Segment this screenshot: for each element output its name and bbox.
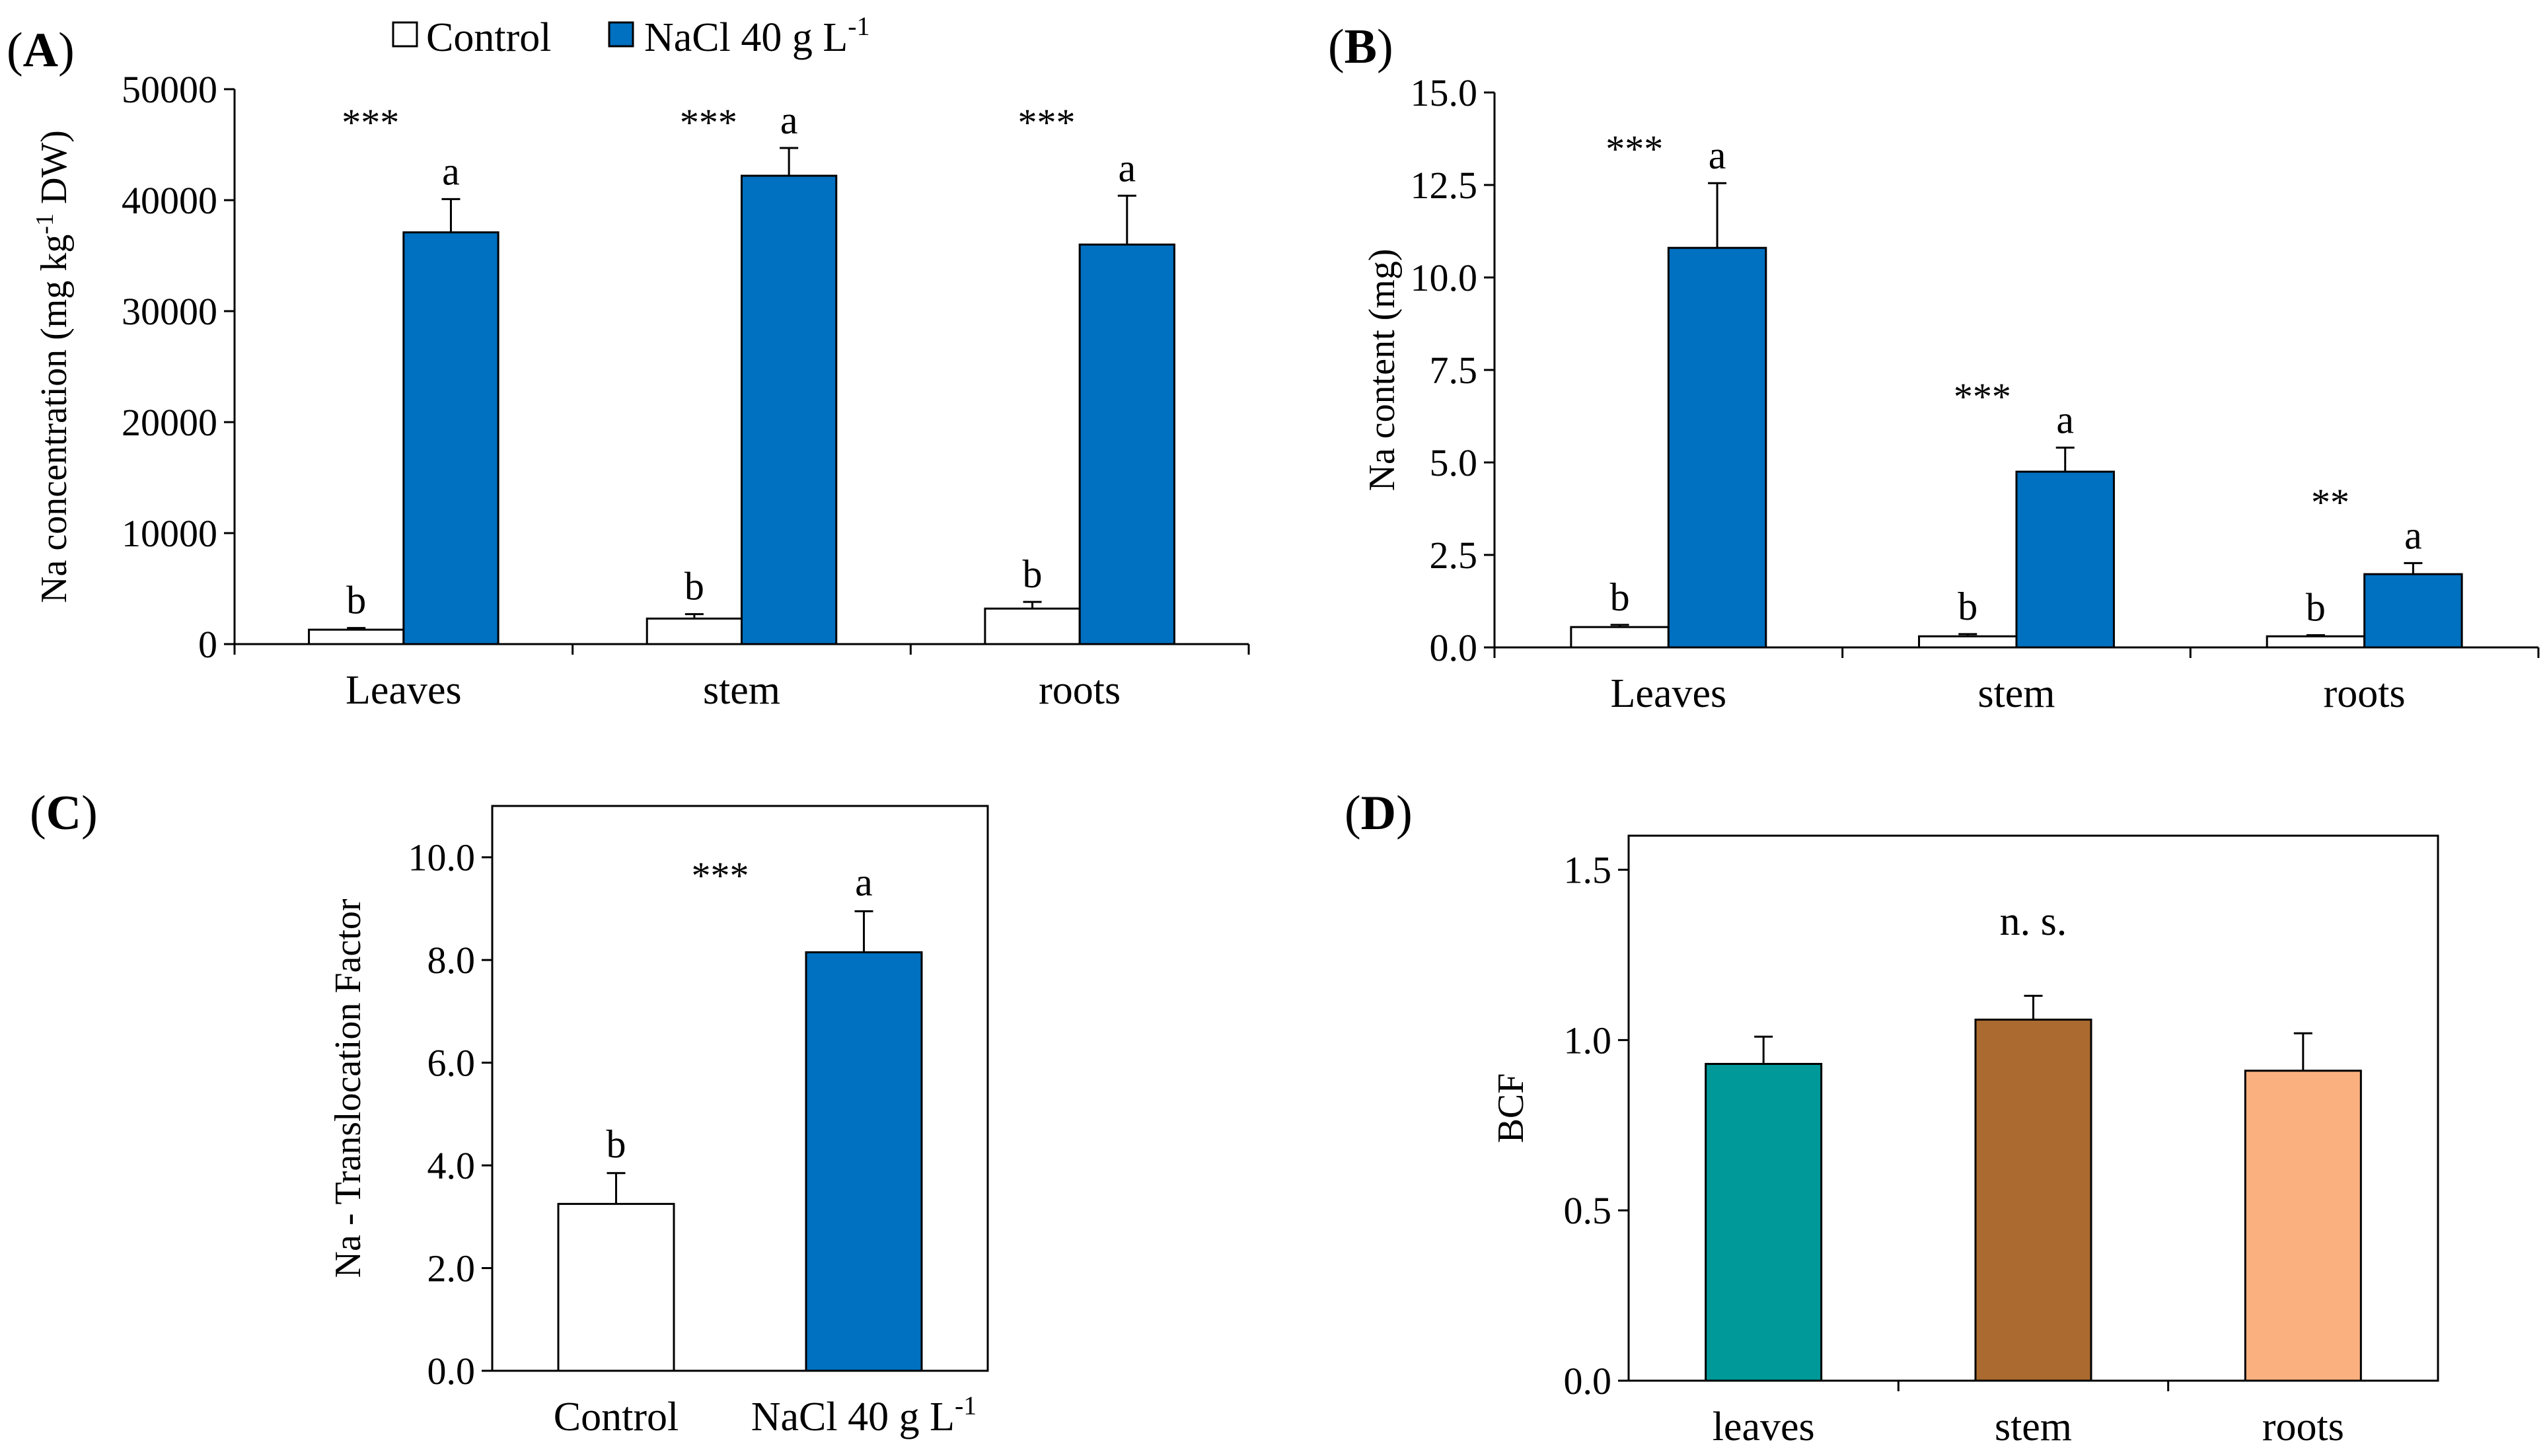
- panel-c-chart: 0.0 2.0 4.0 6.0 8.0 10.0 b Control a NaCl 40 g L-…: [328, 805, 989, 1439]
- significance-letter: a: [855, 860, 873, 904]
- x-category-label: roots: [2262, 1404, 2344, 1449]
- y-tick-label: 12.5: [1411, 164, 1478, 207]
- bar-bcf-roots: [2244, 1070, 2362, 1382]
- y-tick-label: 0.0: [1564, 1360, 1612, 1402]
- significance-stars: ***: [692, 854, 749, 897]
- y-tick-label: 20000: [122, 401, 217, 444]
- significance-stars: ***: [1018, 101, 1076, 144]
- y-tick-label: 0.0: [1430, 626, 1478, 669]
- significance-letter: b: [346, 579, 366, 622]
- bar-nacl-leaves: [1667, 246, 1767, 649]
- y-tick-label: 15.0: [1411, 71, 1478, 114]
- bar-bcf-stem: [1974, 1018, 2092, 1382]
- bar-nacl-roots: [1078, 243, 1175, 645]
- panel-label-b: (B): [1328, 20, 1393, 74]
- significance-letter: a: [780, 98, 798, 142]
- bar-nacl-roots: [2363, 573, 2463, 649]
- bar-control-stem: [1918, 635, 2018, 649]
- y-tick-label: 1.5: [1564, 849, 1612, 892]
- y-axis-title: BCF: [1491, 1074, 1532, 1144]
- y-tick-label: 50000: [122, 68, 217, 111]
- y-tick-label: 4.0: [427, 1144, 476, 1187]
- significance-letter: a: [1709, 133, 1726, 177]
- x-category-label: stem: [703, 668, 780, 713]
- bar-control-leaves: [1570, 626, 1670, 649]
- significance-stars: ***: [1954, 375, 2011, 418]
- significance-letter: b: [607, 1122, 626, 1166]
- bar-control: [557, 1202, 675, 1372]
- y-tick-label: 0: [198, 623, 217, 666]
- bar-control-leaves: [308, 628, 405, 645]
- ns-annotation: n. s.: [2000, 899, 2067, 944]
- panel-d-chart: 0.0 0.5 1.0 1.5 leaves stem roots n. s. BCF: [1491, 834, 2439, 1449]
- significance-letter: b: [2306, 586, 2326, 630]
- panel-label-c: (C): [30, 786, 98, 840]
- significance-stars: **: [2311, 481, 2349, 524]
- significance-letter: b: [1023, 552, 1043, 596]
- y-axis-title: Na concentration (mg kg-1 DW): [31, 130, 75, 603]
- y-tick-label: 10000: [122, 512, 217, 555]
- y-tick-label: 1.0: [1564, 1019, 1612, 1062]
- y-axis-title: Na content (mg): [1362, 249, 1403, 491]
- x-category-label: roots: [2324, 671, 2406, 716]
- y-tick-label: 7.5: [1430, 349, 1478, 392]
- significance-letter: a: [2056, 398, 2074, 442]
- significance-stars: ***: [680, 101, 737, 144]
- x-category-label: Control: [554, 1395, 679, 1439]
- x-category-label: stem: [1995, 1404, 2072, 1449]
- significance-stars: ***: [342, 101, 399, 144]
- panel-label-d: (D): [1345, 786, 1413, 840]
- y-tick-label: 2.0: [427, 1247, 476, 1290]
- y-tick-label: 30000: [122, 290, 217, 333]
- bar-nacl-stem: [2015, 470, 2115, 649]
- legend-control-swatch: [392, 21, 418, 48]
- y-tick-label: 2.5: [1430, 534, 1478, 577]
- significance-letter: a: [442, 149, 460, 193]
- bar-control-roots: [984, 607, 1081, 645]
- y-axis-title: Na - Translocation Factor: [328, 898, 369, 1278]
- panel-label-a: (A): [7, 23, 75, 77]
- bar-nacl: [805, 951, 923, 1372]
- significance-letter: b: [1610, 575, 1630, 619]
- x-category-label: Leaves: [346, 668, 462, 713]
- y-tick-label: 6.0: [427, 1042, 476, 1085]
- bar-control-roots: [2266, 635, 2366, 649]
- legend-control-label: Control: [426, 15, 551, 60]
- x-category-label: roots: [1039, 668, 1121, 713]
- significance-stars: ***: [1606, 127, 1663, 170]
- x-category-label: Leaves: [1611, 671, 1727, 716]
- y-tick-label: 0.5: [1564, 1189, 1612, 1232]
- x-category-label: stem: [1977, 671, 2055, 716]
- x-category-label: NaCl 40 g L-1: [751, 1391, 977, 1439]
- panel-b-chart: 0.02.55.07.510.012.515.0ba***Leavesba***…: [1362, 71, 2540, 716]
- significance-letter: a: [1118, 146, 1136, 190]
- bar-nacl-stem: [741, 174, 838, 645]
- legend-nacl-label: NaCl 40 g L-1: [644, 11, 870, 60]
- legend-nacl-swatch: [608, 21, 634, 48]
- y-tick-label: 0.0: [427, 1350, 476, 1393]
- y-tick-label: 5.0: [1430, 441, 1478, 484]
- bar-bcf-leaves: [1705, 1062, 1823, 1382]
- y-tick-label: 40000: [122, 179, 217, 222]
- y-tick-label: 10.0: [1411, 256, 1478, 299]
- bar-nacl-leaves: [402, 231, 499, 645]
- legend: Control NaCl 40 g L-1: [392, 11, 870, 60]
- x-category-label: leaves: [1713, 1404, 1815, 1449]
- y-tick-label: 8.0: [427, 939, 476, 982]
- significance-letter: a: [2404, 513, 2422, 557]
- panel-a-chart: 0 10000 20000 30000 40000 50000 b a *** Leaves b a *…: [31, 68, 1250, 713]
- significance-letter: b: [1958, 585, 1977, 628]
- bar-control-stem: [646, 617, 743, 645]
- y-tick-label: 10.0: [408, 836, 476, 879]
- significance-letter: b: [684, 565, 704, 608]
